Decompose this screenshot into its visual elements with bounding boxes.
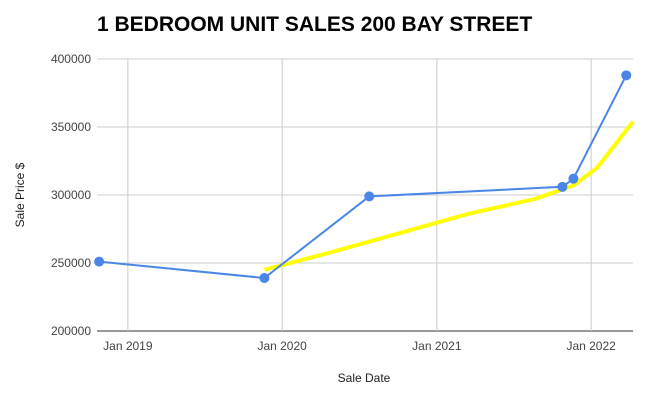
data-point[interactable] <box>259 272 270 283</box>
y-tick-label: 350000 <box>51 120 91 134</box>
x-axis-title: Sale Date <box>338 371 391 385</box>
y-tick-label: 400000 <box>51 52 91 66</box>
x-tick-label: Jan 2022 <box>566 339 616 353</box>
data-point[interactable] <box>364 191 375 202</box>
series-layer <box>94 70 635 283</box>
x-axis-ticks: Jan 2019 Jan 2020 Jan 2021 Jan 2022 <box>103 339 616 353</box>
y-axis-title: Sale Price $ <box>13 162 27 227</box>
data-point[interactable] <box>621 70 632 81</box>
y-axis-ticks: 200000 250000 300000 350000 400000 <box>51 52 91 338</box>
trendline <box>263 120 635 272</box>
data-point[interactable] <box>568 173 579 184</box>
y-tick-label: 300000 <box>51 188 91 202</box>
y-tick-label: 250000 <box>51 256 91 270</box>
chart-title: 1 BEDROOM UNIT SALES 200 BAY STREET <box>97 13 533 36</box>
series-line <box>98 74 628 279</box>
data-point[interactable] <box>557 181 568 192</box>
data-point[interactable] <box>94 256 105 267</box>
x-tick-label: Jan 2020 <box>257 339 307 353</box>
x-tick-label: Jan 2019 <box>103 339 153 353</box>
x-tick-label: Jan 2021 <box>412 339 462 353</box>
y-tick-label: 200000 <box>51 324 91 338</box>
